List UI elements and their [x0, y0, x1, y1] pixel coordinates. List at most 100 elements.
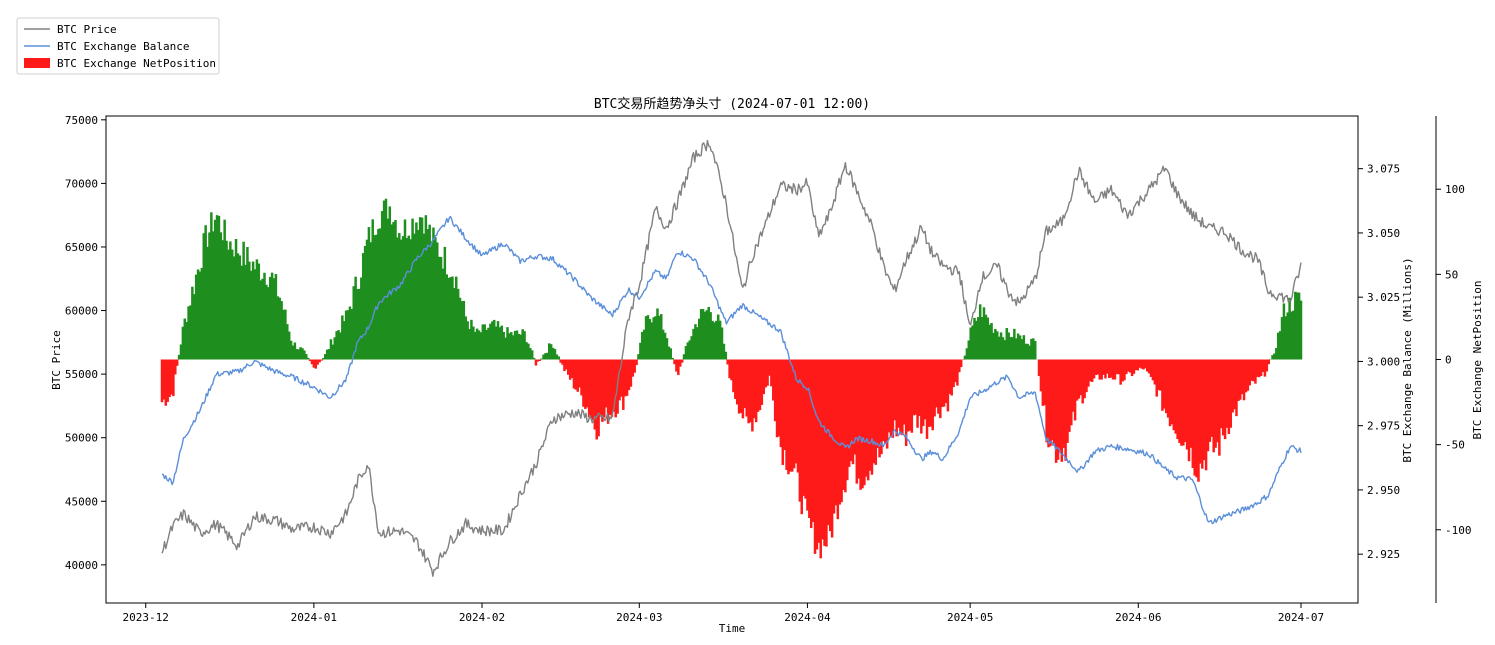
netposition-bar-negative — [920, 359, 923, 434]
netposition-bar-negative — [1136, 359, 1139, 371]
plot-frame — [105, 115, 1359, 604]
netposition-bar-negative — [772, 359, 775, 401]
netposition-bar-negative — [1164, 359, 1168, 414]
netposition-bar-negative — [1155, 359, 1158, 397]
netposition-bar-negative — [779, 359, 783, 448]
netposition-bar-positive — [234, 238, 238, 360]
netposition-bar-positive — [229, 241, 232, 360]
netposition-bar-negative — [1056, 359, 1060, 460]
netposition-bar-negative — [874, 359, 878, 465]
netposition-bar-positive — [988, 324, 991, 360]
netposition-bar-negative — [1216, 359, 1219, 443]
netposition-bar-negative — [1104, 359, 1107, 379]
netposition-bar-negative — [743, 359, 747, 409]
netposition-bar-negative — [754, 359, 758, 423]
netposition-bar-negative — [785, 359, 788, 470]
netposition-bar-positive — [513, 330, 517, 360]
netposition-bar-negative — [859, 359, 862, 490]
netposition-bar-negative — [760, 359, 764, 405]
netposition-bar-negative — [944, 359, 948, 404]
netposition-bar-positive — [244, 264, 247, 360]
chart-title: BTC交易所趋势净头寸 (2024-07-01 12:00) — [594, 96, 870, 112]
netposition-bar-negative — [1132, 359, 1136, 374]
netposition-bar-positive — [354, 276, 357, 360]
netposition-bar-positive — [686, 342, 690, 360]
netposition-bar-negative — [847, 359, 851, 467]
netposition-bar-negative — [1153, 359, 1157, 385]
balance-tick-label: 3.075 — [1367, 163, 1400, 176]
netposition-bar-negative — [853, 359, 857, 455]
netposition-bar-negative — [865, 359, 868, 477]
netposition-bar-positive — [1028, 345, 1031, 360]
netposition-bar-positive — [496, 321, 500, 360]
netposition-bar-positive — [458, 297, 462, 360]
netposition-bar-positive — [967, 340, 971, 360]
netposition-bar-positive — [707, 306, 710, 360]
netposition-bar-negative — [903, 359, 906, 425]
netposition-bar-positive — [388, 206, 392, 360]
netposition-bar-positive — [392, 221, 395, 360]
netposition-bar-negative — [591, 359, 595, 421]
netposition-bar-negative — [1267, 359, 1270, 365]
netposition-axis: -100 -50 0 50 100 — [1435, 116, 1472, 603]
netposition-bar-positive — [525, 342, 528, 360]
netposition-bar-positive — [546, 352, 549, 360]
netposition-bar-negative — [808, 359, 811, 519]
netposition-bar-positive — [715, 320, 718, 360]
netposition-bar-positive — [1294, 291, 1297, 360]
netposition-bar-negative — [1125, 359, 1128, 375]
netposition-bar-negative — [1068, 359, 1071, 432]
netposition-bar-positive — [219, 232, 223, 360]
netposition-bar-positive — [470, 319, 473, 360]
netposition-bar-positive — [540, 358, 543, 360]
netposition-bar-negative — [1185, 359, 1189, 450]
netposition-bar-positive — [327, 349, 331, 360]
netposition-bar-positive — [434, 237, 437, 360]
netposition-bar-positive — [428, 224, 431, 360]
netposition-bar-positive — [407, 235, 411, 360]
netposition-bar-positive — [999, 332, 1003, 360]
netposition-bar-positive — [684, 346, 688, 360]
netposition-bar-negative — [1237, 359, 1240, 401]
netposition-bar-positive — [424, 215, 428, 360]
netposition-bar-negative — [1117, 359, 1121, 375]
netposition-bar-negative — [1130, 359, 1134, 377]
netposition-bar-negative — [768, 359, 771, 376]
netposition-bar-positive — [232, 256, 236, 360]
netposition-bar-negative — [942, 359, 946, 407]
netposition-bar-negative — [1113, 359, 1117, 380]
price-tick-label: 75000 — [65, 114, 98, 127]
netposition-bar-positive — [456, 288, 460, 360]
netposition-bar-negative — [939, 359, 942, 419]
netposition-bar-negative — [882, 359, 885, 442]
netposition-bar-positive — [202, 233, 206, 360]
netposition-bar-negative — [631, 359, 635, 377]
netposition-bar-negative — [891, 359, 895, 438]
netposition-bar-negative — [1039, 359, 1043, 392]
netposition-bar-negative — [921, 359, 925, 427]
netposition-bar-positive — [346, 310, 350, 360]
netposition-bar-negative — [1261, 359, 1265, 373]
netposition-bar-positive — [963, 355, 967, 360]
netposition-bar-positive — [986, 317, 990, 360]
netposition-bar-negative — [1081, 359, 1084, 404]
netposition-bar-negative — [308, 359, 312, 361]
netposition-bar-positive — [212, 231, 215, 360]
netposition-bar-positive — [705, 310, 709, 360]
netposition-bar-positive — [454, 276, 458, 360]
netposition-bar-positive — [409, 239, 412, 360]
netposition-bar-negative — [1176, 359, 1179, 440]
netposition-bar-positive — [718, 320, 722, 360]
x-axis: 2023-12 2024-01 2024-02 2024-03 2024-04 2024-… — [123, 603, 1324, 624]
netposition-bar-positive — [697, 318, 701, 360]
netposition-bar-positive — [701, 309, 705, 360]
netposition-bar-positive — [257, 263, 261, 360]
netposition-bar-negative — [1134, 359, 1138, 371]
netposition-bar-positive — [720, 327, 724, 360]
netposition-bar-negative — [174, 359, 177, 375]
netposition-bar-positive — [445, 274, 448, 360]
netposition-bar-negative — [1102, 359, 1105, 375]
netposition-bar-negative — [1145, 359, 1149, 372]
netposition-bar-positive — [481, 324, 485, 360]
netposition-bar-positive — [411, 218, 414, 360]
